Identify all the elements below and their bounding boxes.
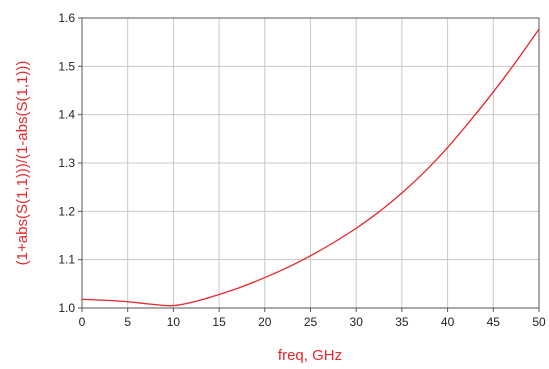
x-tick-label: 10 [167,315,181,329]
x-tick-label: 25 [304,315,318,329]
y-tick-label: 1.5 [58,59,75,73]
y-tick-labels: 1.0 1.1 1.2 1.3 1.4 1.5 1.6 [58,11,75,315]
x-tick-label: 35 [395,315,409,329]
y-tick-label: 1.3 [58,156,75,170]
x-tick-label: 45 [487,315,501,329]
y-tick-label: 1.1 [58,253,75,267]
y-tick-label: 1.4 [58,108,75,122]
x-tick-label: 40 [441,315,455,329]
x-tick-label: 30 [350,315,364,329]
x-tick-label: 5 [124,315,131,329]
x-tick-label: 0 [79,315,86,329]
y-tick-label: 1.2 [58,204,75,218]
grid-lines [78,18,539,312]
x-tick-label: 50 [532,315,546,329]
x-tick-labels: 0 5 10 15 20 25 30 35 40 45 50 [79,315,546,329]
x-tick-label: 15 [212,315,226,329]
y-tick-label: 1.0 [58,301,75,315]
y-tick-label: 1.6 [58,11,75,25]
x-tick-label: 20 [258,315,272,329]
x-axis-label: freq, GHz [278,347,342,364]
y-axis-label: (1+abs(S(1,1)))/(1-abs(S(1,1))) [14,61,31,266]
